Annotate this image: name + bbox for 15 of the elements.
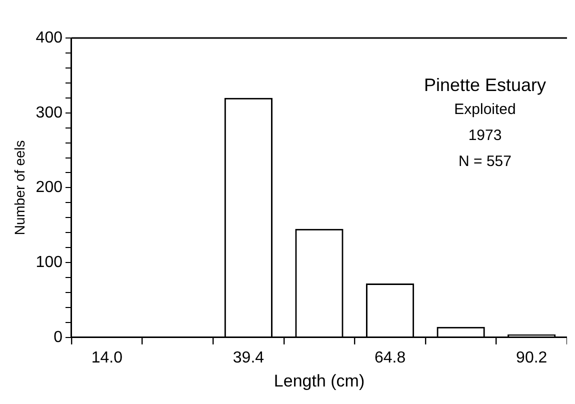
y-tick-label: 0 [54,328,63,346]
annotation: Pinette Estuary [424,74,546,95]
y-tick-label: 300 [36,104,63,122]
x-tick-label: 64.8 [374,349,406,366]
annotation: 1973 [468,127,502,144]
annotation: N = 557 [458,153,512,170]
y-tick-label: 100 [36,254,63,271]
x-axis-title: Length (cm) [274,371,365,390]
x-tick-label: 39.4 [232,349,264,366]
annotation: Exploited [454,101,516,118]
x-tick-label: 14.0 [91,349,123,366]
y-tick-label: 200 [36,179,63,196]
y-tick-label: 400 [36,29,63,46]
y-axis-title: Number of eels [11,140,28,236]
x-tick-label: 90.2 [516,349,548,366]
